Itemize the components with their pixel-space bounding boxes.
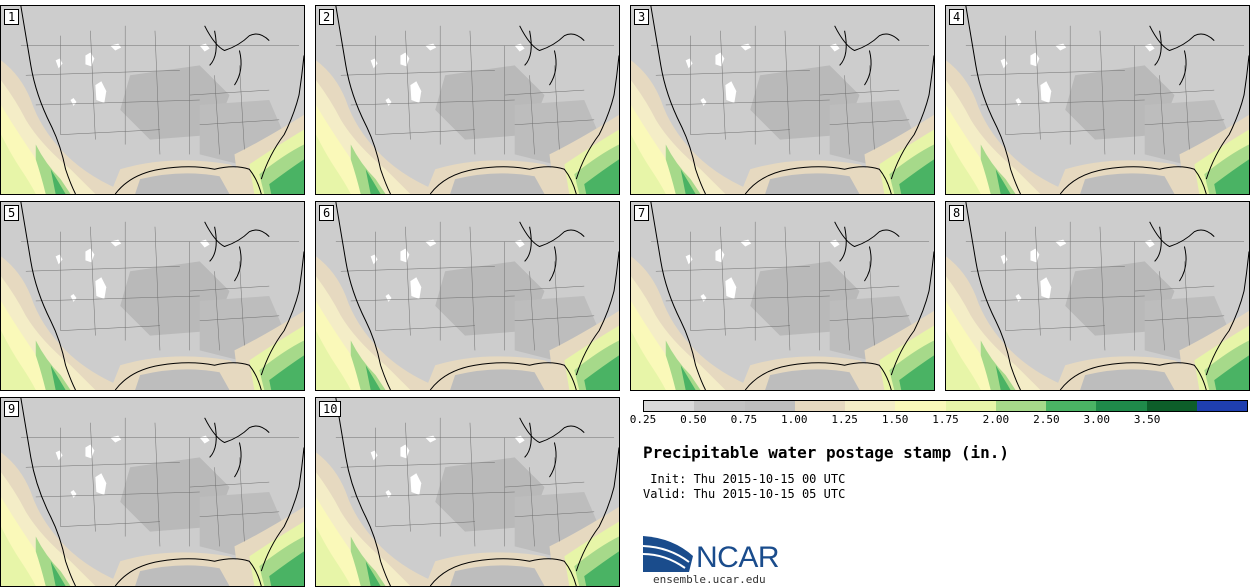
colorbar-segment: [845, 401, 896, 411]
colorbar-segment: [744, 401, 795, 411]
colorbar-tick-label: 0.75: [730, 413, 758, 426]
precipitable-water-map: [631, 6, 934, 194]
ensemble-url: ensemble.ucar.edu: [653, 573, 766, 586]
colorbar-segment: [1046, 401, 1097, 411]
colorbar-segment: [794, 401, 845, 411]
ncar-logo-icon: [643, 536, 693, 572]
member-number-label: 10: [319, 401, 342, 417]
ncar-logo-text: NCAR: [696, 541, 780, 574]
colorbar-segment: [895, 401, 946, 411]
precipitable-water-map: [316, 6, 619, 194]
precipitable-water-map: [1, 398, 304, 586]
colorbar-segment: [995, 401, 1046, 411]
member-panel-2: 2: [315, 5, 620, 195]
member-panel-8: 8: [945, 201, 1250, 391]
member-number-label: 6: [319, 205, 335, 221]
member-number-label: 1: [4, 9, 20, 25]
member-panel-4: 4: [945, 5, 1250, 195]
member-number-label: 9: [4, 401, 20, 417]
member-panel-10: 10: [315, 397, 620, 587]
colorbar-tick-label: 2.50: [1033, 413, 1060, 426]
colorbar-tick-label: 0.25: [629, 413, 657, 426]
colorbar-segment: [945, 401, 996, 411]
colorbar-segment: [1146, 401, 1197, 411]
colorbar-segment: [644, 401, 695, 411]
member-number-label: 8: [949, 205, 965, 221]
init-time: Init: Thu 2015-10-15 00 UTC: [643, 472, 846, 486]
member-panel-1: 1: [0, 5, 305, 195]
colorbar-tick-label: 3.00: [1083, 413, 1111, 426]
member-number-label: 5: [4, 205, 20, 221]
member-panel-6: 6: [315, 201, 620, 391]
valid-time: Valid: Thu 2015-10-15 05 UTC: [643, 487, 846, 501]
colorbar-tick-label: 1.25: [831, 413, 858, 426]
member-number-label: 3: [634, 9, 650, 25]
colorbar-segment: [1196, 401, 1247, 411]
colorbar-segment: [694, 401, 745, 411]
colorbar-tick-label: 3.50: [1133, 413, 1161, 426]
precipitable-water-colorbar: [643, 400, 1248, 412]
precipitable-water-map: [946, 6, 1249, 194]
precipitable-water-map: [316, 202, 619, 390]
colorbar-segment: [1096, 401, 1147, 411]
precipitable-water-map: [631, 202, 934, 390]
colorbar-labels: 0.25 0.50 0.75 1.00 1.25 1.50 1.75 2.00 2.50 3.00…: [630, 413, 1260, 429]
member-panel-9: 9: [0, 397, 305, 587]
colorbar-tick-label: 0.50: [680, 413, 707, 426]
colorbar-tick-label: 1.00: [781, 413, 808, 426]
colorbar-tick-label: 2.00: [982, 413, 1010, 426]
member-number-label: 7: [634, 205, 650, 221]
precipitable-water-map: [1, 6, 304, 194]
precipitable-water-map: [316, 398, 619, 586]
precipitable-water-map: [946, 202, 1249, 390]
member-panel-3: 3: [630, 5, 935, 195]
colorbar-tick-label: 1.50: [881, 413, 909, 426]
member-number-label: 4: [949, 9, 965, 25]
member-number-label: 2: [319, 9, 335, 25]
precipitable-water-map: [1, 202, 304, 390]
chart-title: Precipitable water postage stamp (in.): [643, 443, 1010, 462]
member-panel-5: 5: [0, 201, 305, 391]
colorbar-tick-label: 1.75: [932, 413, 959, 426]
member-panel-7: 7: [630, 201, 935, 391]
